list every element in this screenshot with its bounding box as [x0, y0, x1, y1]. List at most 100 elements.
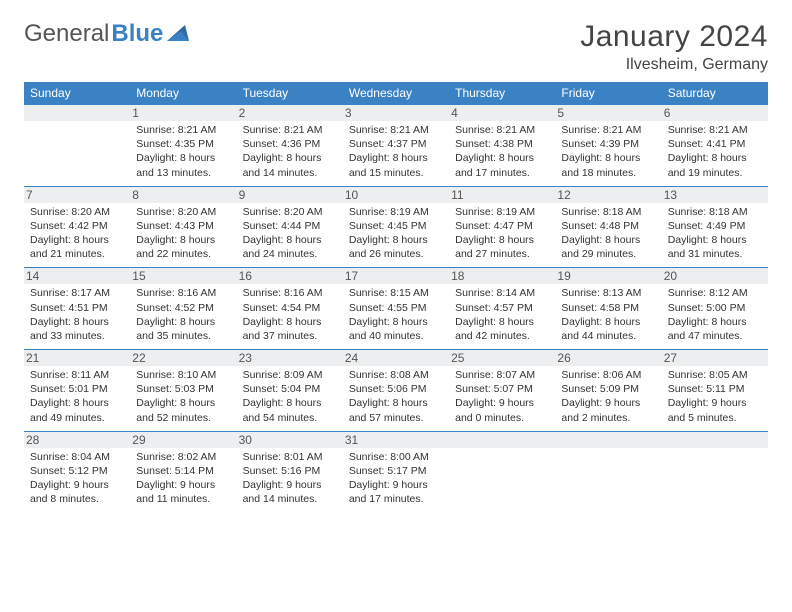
sunrise-text: Sunrise: 8:21 AM: [136, 123, 230, 137]
sunrise-text: Sunrise: 8:16 AM: [243, 286, 337, 300]
daylight-text: Daylight: 8 hours and 47 minutes.: [668, 315, 762, 343]
sunset-text: Sunset: 4:55 PM: [349, 301, 443, 315]
day-cell: 1Sunrise: 8:21 AMSunset: 4:35 PMDaylight…: [130, 105, 236, 187]
day-info: Sunrise: 8:08 AMSunset: 5:06 PMDaylight:…: [349, 368, 443, 425]
week-row: 14Sunrise: 8:17 AMSunset: 4:51 PMDayligh…: [24, 268, 768, 350]
daylight-text: Daylight: 8 hours and 15 minutes.: [349, 151, 443, 179]
sunset-text: Sunset: 5:14 PM: [136, 464, 230, 478]
day-cell: 26Sunrise: 8:06 AMSunset: 5:09 PMDayligh…: [555, 350, 661, 432]
sunrise-text: Sunrise: 8:01 AM: [243, 450, 337, 464]
day-number: 28: [24, 432, 130, 448]
daylight-text: Daylight: 8 hours and 57 minutes.: [349, 396, 443, 424]
sunrise-text: Sunrise: 8:19 AM: [455, 205, 549, 219]
day-info: Sunrise: 8:21 AMSunset: 4:38 PMDaylight:…: [455, 123, 549, 180]
sunrise-text: Sunrise: 8:00 AM: [349, 450, 443, 464]
day-info: Sunrise: 8:21 AMSunset: 4:39 PMDaylight:…: [561, 123, 655, 180]
day-number: 1: [130, 105, 236, 121]
daylight-text: Daylight: 9 hours and 17 minutes.: [349, 478, 443, 506]
daylight-text: Daylight: 8 hours and 52 minutes.: [136, 396, 230, 424]
day-info: Sunrise: 8:06 AMSunset: 5:09 PMDaylight:…: [561, 368, 655, 425]
week-row: 7Sunrise: 8:20 AMSunset: 4:42 PMDaylight…: [24, 186, 768, 268]
day-info: Sunrise: 8:07 AMSunset: 5:07 PMDaylight:…: [455, 368, 549, 425]
day-header-sat: Saturday: [662, 82, 768, 105]
day-number: 14: [24, 268, 130, 284]
sunset-text: Sunset: 5:09 PM: [561, 382, 655, 396]
daylight-text: Daylight: 8 hours and 22 minutes.: [136, 233, 230, 261]
day-number: 29: [130, 432, 236, 448]
day-number: 17: [343, 268, 449, 284]
day-info: Sunrise: 8:21 AMSunset: 4:41 PMDaylight:…: [668, 123, 762, 180]
sunset-text: Sunset: 4:39 PM: [561, 137, 655, 151]
logo-text-2: Blue: [111, 20, 163, 48]
calendar-table: Sunday Monday Tuesday Wednesday Thursday…: [24, 82, 768, 512]
daylight-text: Daylight: 8 hours and 17 minutes.: [455, 151, 549, 179]
daylight-text: Daylight: 9 hours and 14 minutes.: [243, 478, 337, 506]
empty-day: [555, 432, 661, 448]
sunset-text: Sunset: 5:00 PM: [668, 301, 762, 315]
logo: GeneralBlue: [24, 20, 189, 48]
month-title: January 2024: [580, 20, 768, 54]
day-number: 18: [449, 268, 555, 284]
day-cell: 30 Sunrise: 8:01 AMSunset: 5:16 PMDayligh…: [237, 431, 343, 512]
day-number: 22: [130, 350, 236, 366]
sunrise-text: Sunrise: 8:02 AM: [136, 450, 230, 464]
day-cell: [555, 431, 661, 512]
daylight-text: Daylight: 8 hours and 37 minutes.: [243, 315, 337, 343]
day-number: 9: [237, 187, 343, 203]
day-cell: 7Sunrise: 8:20 AMSunset: 4:42 PMDaylight…: [24, 186, 130, 268]
day-info: Sunrise: 8:20 AMSunset: 4:43 PMDaylight:…: [136, 205, 230, 262]
empty-day: [24, 105, 130, 121]
location: Ilvesheim, Germany: [580, 56, 768, 74]
daylight-text: Daylight: 8 hours and 44 minutes.: [561, 315, 655, 343]
sunrise-text: Sunrise: 8:11 AM: [30, 368, 124, 382]
day-number: 15: [130, 268, 236, 284]
day-cell: 4Sunrise: 8:21 AMSunset: 4:38 PMDaylight…: [449, 105, 555, 187]
calendar-body: 1Sunrise: 8:21 AMSunset: 4:35 PMDaylight…: [24, 105, 768, 513]
daylight-text: Daylight: 8 hours and 27 minutes.: [455, 233, 549, 261]
day-number: 2: [237, 105, 343, 121]
day-info: Sunrise: 8:11 AMSunset: 5:01 PMDaylight:…: [30, 368, 124, 425]
day-info: Sunrise: 8:13 AMSunset: 4:58 PMDaylight:…: [561, 286, 655, 343]
daylight-text: Daylight: 8 hours and 13 minutes.: [136, 151, 230, 179]
week-row: 21Sunrise: 8:11 AMSunset: 5:01 PMDayligh…: [24, 350, 768, 432]
sunset-text: Sunset: 5:11 PM: [668, 382, 762, 396]
day-header-row: Sunday Monday Tuesday Wednesday Thursday…: [24, 82, 768, 105]
day-info: Sunrise: 8:02 AMSunset: 5:14 PMDaylight:…: [136, 450, 230, 507]
day-cell: 3Sunrise: 8:21 AMSunset: 4:37 PMDaylight…: [343, 105, 449, 187]
day-info: Sunrise: 8:19 AMSunset: 4:47 PMDaylight:…: [455, 205, 549, 262]
sunrise-text: Sunrise: 8:14 AM: [455, 286, 549, 300]
day-info: Sunrise: 8:18 AMSunset: 4:48 PMDaylight:…: [561, 205, 655, 262]
sunset-text: Sunset: 4:37 PM: [349, 137, 443, 151]
daylight-text: Daylight: 9 hours and 5 minutes.: [668, 396, 762, 424]
sunset-text: Sunset: 4:44 PM: [243, 219, 337, 233]
day-cell: 20 Sunrise: 8:12 AMSunset: 5:00 PMDayligh…: [662, 268, 768, 350]
day-info: Sunrise: 8:01 AMSunset: 5:16 PMDaylight:…: [243, 450, 337, 507]
sunrise-text: Sunrise: 8:04 AM: [30, 450, 124, 464]
day-info: Sunrise: 8:20 AMSunset: 4:44 PMDaylight:…: [243, 205, 337, 262]
sunset-text: Sunset: 5:17 PM: [349, 464, 443, 478]
day-header-tue: Tuesday: [237, 82, 343, 105]
daylight-text: Daylight: 8 hours and 42 minutes.: [455, 315, 549, 343]
day-info: Sunrise: 8:20 AMSunset: 4:42 PMDaylight:…: [30, 205, 124, 262]
day-number: 24: [343, 350, 449, 366]
sunrise-text: Sunrise: 8:13 AM: [561, 286, 655, 300]
day-number: 30: [237, 432, 343, 448]
day-number: 16: [237, 268, 343, 284]
title-block: January 2024 Ilvesheim, Germany: [580, 20, 768, 74]
sunset-text: Sunset: 5:03 PM: [136, 382, 230, 396]
day-info: Sunrise: 8:21 AMSunset: 4:37 PMDaylight:…: [349, 123, 443, 180]
daylight-text: Daylight: 8 hours and 19 minutes.: [668, 151, 762, 179]
day-number: 5: [555, 105, 661, 121]
sunrise-text: Sunrise: 8:12 AM: [668, 286, 762, 300]
day-info: Sunrise: 8:09 AMSunset: 5:04 PMDaylight:…: [243, 368, 337, 425]
day-cell: 28Sunrise: 8:04 AMSunset: 5:12 PMDayligh…: [24, 431, 130, 512]
day-number: 20: [662, 268, 768, 284]
daylight-text: Daylight: 8 hours and 54 minutes.: [243, 396, 337, 424]
day-info: Sunrise: 8:16 AMSunset: 4:54 PMDaylight:…: [243, 286, 337, 343]
sunrise-text: Sunrise: 8:20 AM: [136, 205, 230, 219]
day-header-thu: Thursday: [449, 82, 555, 105]
day-info: Sunrise: 8:14 AMSunset: 4:57 PMDaylight:…: [455, 286, 549, 343]
day-number: 27: [662, 350, 768, 366]
sunset-text: Sunset: 4:58 PM: [561, 301, 655, 315]
daylight-text: Daylight: 9 hours and 2 minutes.: [561, 396, 655, 424]
